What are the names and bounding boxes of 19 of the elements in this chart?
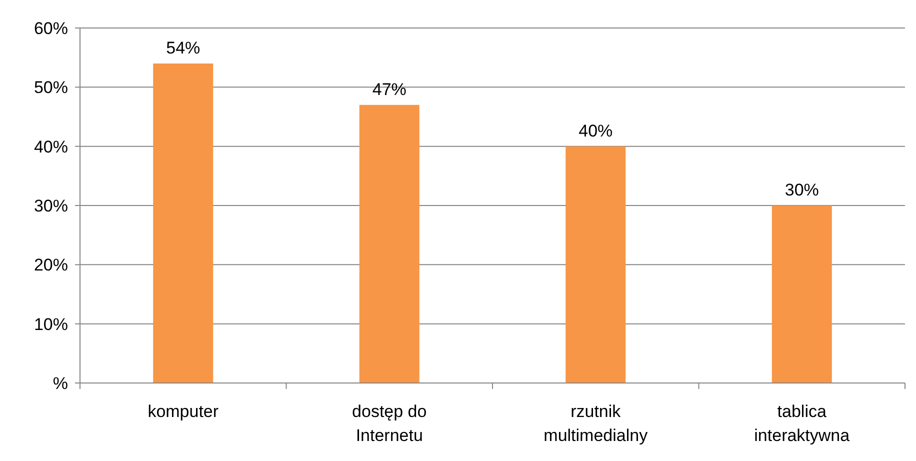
y-tick-label: %: [52, 374, 68, 393]
x-tick-label: dostęp do Internetu: [352, 402, 427, 445]
y-tick-label: 30%: [34, 196, 68, 216]
data-label: 54%: [166, 38, 200, 58]
y-tick-label: 60%: [34, 18, 68, 38]
bar: [153, 64, 214, 383]
y-tick-label: 40%: [34, 137, 68, 156]
bar: [359, 104, 420, 383]
y-tick-label: 50%: [34, 78, 68, 98]
y-tick-label: 20%: [34, 256, 68, 275]
x-tick-label: tablica interaktywna: [754, 402, 850, 445]
data-label: 30%: [784, 180, 819, 200]
x-tick-label: komputer: [148, 402, 219, 421]
bar: [772, 206, 832, 383]
data-label: 40%: [578, 121, 613, 140]
bar: [566, 146, 626, 383]
x-tick-label: rzutnik multimedialny: [544, 402, 648, 445]
y-tick-label: 10%: [34, 314, 68, 334]
data-label: 47%: [372, 80, 406, 99]
